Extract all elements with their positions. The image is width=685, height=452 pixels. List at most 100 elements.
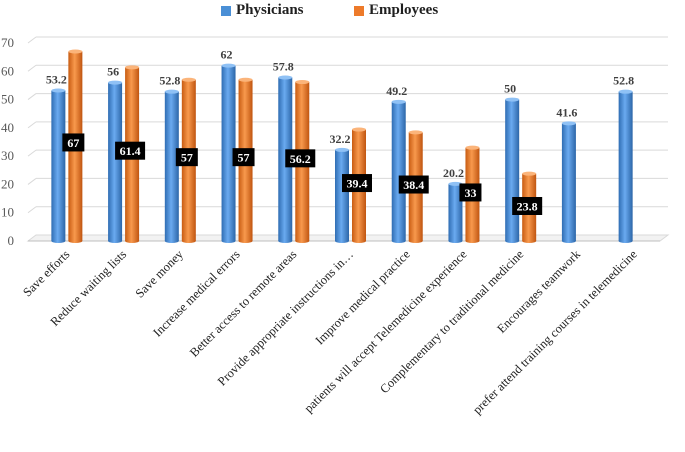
legend-label-physicians: Physicians [236, 2, 304, 18]
data-label-employees: 61.4 [120, 144, 141, 158]
x-tick-label: Save money [133, 247, 187, 301]
legend-item-employees: Employees [354, 2, 438, 19]
legend-swatch-physicians [221, 5, 231, 16]
bar-physicians-encourages-teamwork-cap [561, 121, 576, 126]
bar-physicians-save-efforts-cap [51, 88, 66, 93]
y-tick-label: 20 [1, 176, 14, 191]
x-tick-label: Save efforts [20, 247, 72, 299]
bar-physicians-provide-appropriate-instructions-in-cap [335, 147, 349, 152]
x-tick-label: Improve medical practice [313, 247, 414, 348]
bar-employees-provide-appropriate-instructions-in-base [352, 239, 366, 243]
data-label-physicians: 20.2 [443, 166, 464, 180]
bar-physicians-encourages-teamwork-body [561, 123, 576, 241]
y-tick-label: 60 [1, 63, 14, 78]
bar-employees-reduce-waiting-lists-base [125, 239, 140, 243]
bar-employees-save-money-cap [181, 77, 196, 82]
bar-physicians-provide-appropriate-instructions-in-base [335, 239, 349, 243]
y-tick-label: 10 [1, 205, 14, 220]
data-label-employees: 33 [464, 186, 476, 200]
data-label-physicians: 41.6 [556, 105, 577, 119]
data-label-physicians: 49.2 [386, 84, 407, 98]
data-label-employees-box [232, 148, 255, 167]
bar-physicians-improve-medical-practice-base [391, 239, 406, 243]
bar-physicians-complementary-to-traditional-medicine-body [505, 99, 520, 241]
bar-physicians-complementary-to-traditional-medicine-base [505, 239, 520, 243]
gridline-diag [27, 93, 37, 100]
data-label-physicians: 32.2 [330, 132, 351, 146]
bar-employees-save-money-base [181, 239, 196, 243]
bar-physicians-reduce-waiting-lists-base [108, 239, 123, 243]
bar-employees-increase-medical-errors-cap [238, 77, 253, 82]
data-label-employees: 39.4 [347, 177, 368, 191]
data-label-physicians: 53.2 [46, 73, 67, 87]
bar-physicians-reduce-waiting-lists-cap [108, 80, 123, 85]
bar-employees-save-efforts-cap [68, 49, 83, 54]
bar-employees-reduce-waiting-lists-cap [125, 65, 140, 70]
data-label-physicians: 52.8 [613, 74, 634, 88]
bar-physicians-better-access-to-remote-areas-base [278, 239, 293, 243]
bar-employees-improve-medical-practice-base [408, 239, 423, 243]
y-tick-label: 30 [1, 148, 14, 163]
data-label-employees: 38.4 [403, 178, 424, 192]
data-label-employees-box [398, 175, 429, 194]
data-label-employees: 67 [67, 136, 79, 150]
bar-physicians-increase-medical-errors-base [221, 239, 236, 243]
y-tick-label: 50 [1, 92, 14, 107]
bar-physicians-reduce-waiting-lists [108, 80, 123, 243]
bar-physicians-prefer-attend-training-courses-in-telemedicine-base [618, 239, 633, 243]
data-label-physicians: 57.8 [273, 60, 294, 74]
bar-physicians-save-money-base [164, 239, 179, 243]
data-label-employees-box [115, 141, 146, 160]
bar-physicians-reduce-waiting-lists-body [108, 82, 123, 241]
bar-physicians-better-access-to-remote-areas-cap [278, 75, 293, 80]
bar-employees-better-access-to-remote-areas-base [295, 239, 310, 243]
bar-physicians-increase-medical-errors-cap [221, 63, 236, 68]
bar-physicians-save-money [164, 89, 179, 243]
bar-physicians-improve-medical-practice-cap [391, 99, 406, 104]
bar-physicians-patients-will-accept-telemedicine-experience-cap [448, 181, 463, 186]
data-label-physicians: 56 [107, 65, 119, 79]
data-label-physicians: 52.8 [159, 74, 180, 88]
bar-physicians-encourages-teamwork-base [561, 239, 576, 243]
bar-employees-better-access-to-remote-areas-cap [295, 80, 310, 85]
bar-physicians-improve-medical-practice [391, 99, 406, 243]
bar-physicians-prefer-attend-training-courses-in-telemedicine-cap [618, 89, 633, 94]
legend-swatch-employees [354, 5, 364, 16]
x-tick-label: Better access to remote areas [187, 247, 300, 360]
data-label-employees-box [175, 148, 198, 167]
legend-item-physicians: Physicians [221, 2, 304, 19]
gridline-diag [27, 64, 37, 72]
legend-label-employees: Employees [369, 2, 439, 18]
bar-physicians-patients-will-accept-telemedicine-experience [448, 181, 463, 243]
bar-physicians-encourages-teamwork [561, 121, 576, 243]
data-label-employees: 57 [181, 151, 193, 165]
gridline-diag [27, 121, 37, 129]
bar-physicians-prefer-attend-training-courses-in-telemedicine [618, 89, 633, 243]
y-tick-label: 40 [1, 120, 14, 135]
data-label-employees: 56.2 [290, 152, 311, 166]
bar-physicians-prefer-attend-training-courses-in-telemedicine-body [618, 91, 633, 241]
gridline-diag [27, 178, 37, 185]
bar-physicians-patients-will-accept-telemedicine-experience-body [448, 183, 463, 241]
bar-employees-complementary-to-traditional-medicine-cap [522, 171, 537, 176]
y-tick-label: 0 [8, 233, 15, 248]
data-labels: 53.2 67 56 61.4 52.8 57 62 57 57.8 56.2 32.2 39.4 49… [46, 48, 634, 215]
bar-physicians-increase-medical-errors [221, 63, 236, 243]
gridline-diag [27, 206, 37, 214]
data-label-physicians: 62 [221, 48, 233, 62]
y-tick-label: 70 [1, 35, 14, 50]
bar-physicians-complementary-to-traditional-medicine-cap [505, 97, 520, 102]
data-label-employees-box [459, 183, 482, 202]
bar-employees-improve-medical-practice-cap [408, 130, 423, 135]
bar-physicians-patients-will-accept-telemedicine-experience-base [448, 239, 463, 243]
bar-physicians-save-money-body [164, 91, 179, 241]
data-label-employees-box [342, 174, 372, 193]
data-label-employees: 23.8 [517, 199, 538, 213]
data-label-employees-box [512, 196, 543, 215]
bar-physicians-provide-appropriate-instructions-in-body [335, 149, 349, 241]
data-label-employees: 57 [238, 151, 250, 165]
data-label-physicians: 50 [504, 82, 516, 96]
bar-physicians-increase-medical-errors-body [221, 65, 236, 241]
bar-physicians-save-efforts [51, 88, 66, 243]
